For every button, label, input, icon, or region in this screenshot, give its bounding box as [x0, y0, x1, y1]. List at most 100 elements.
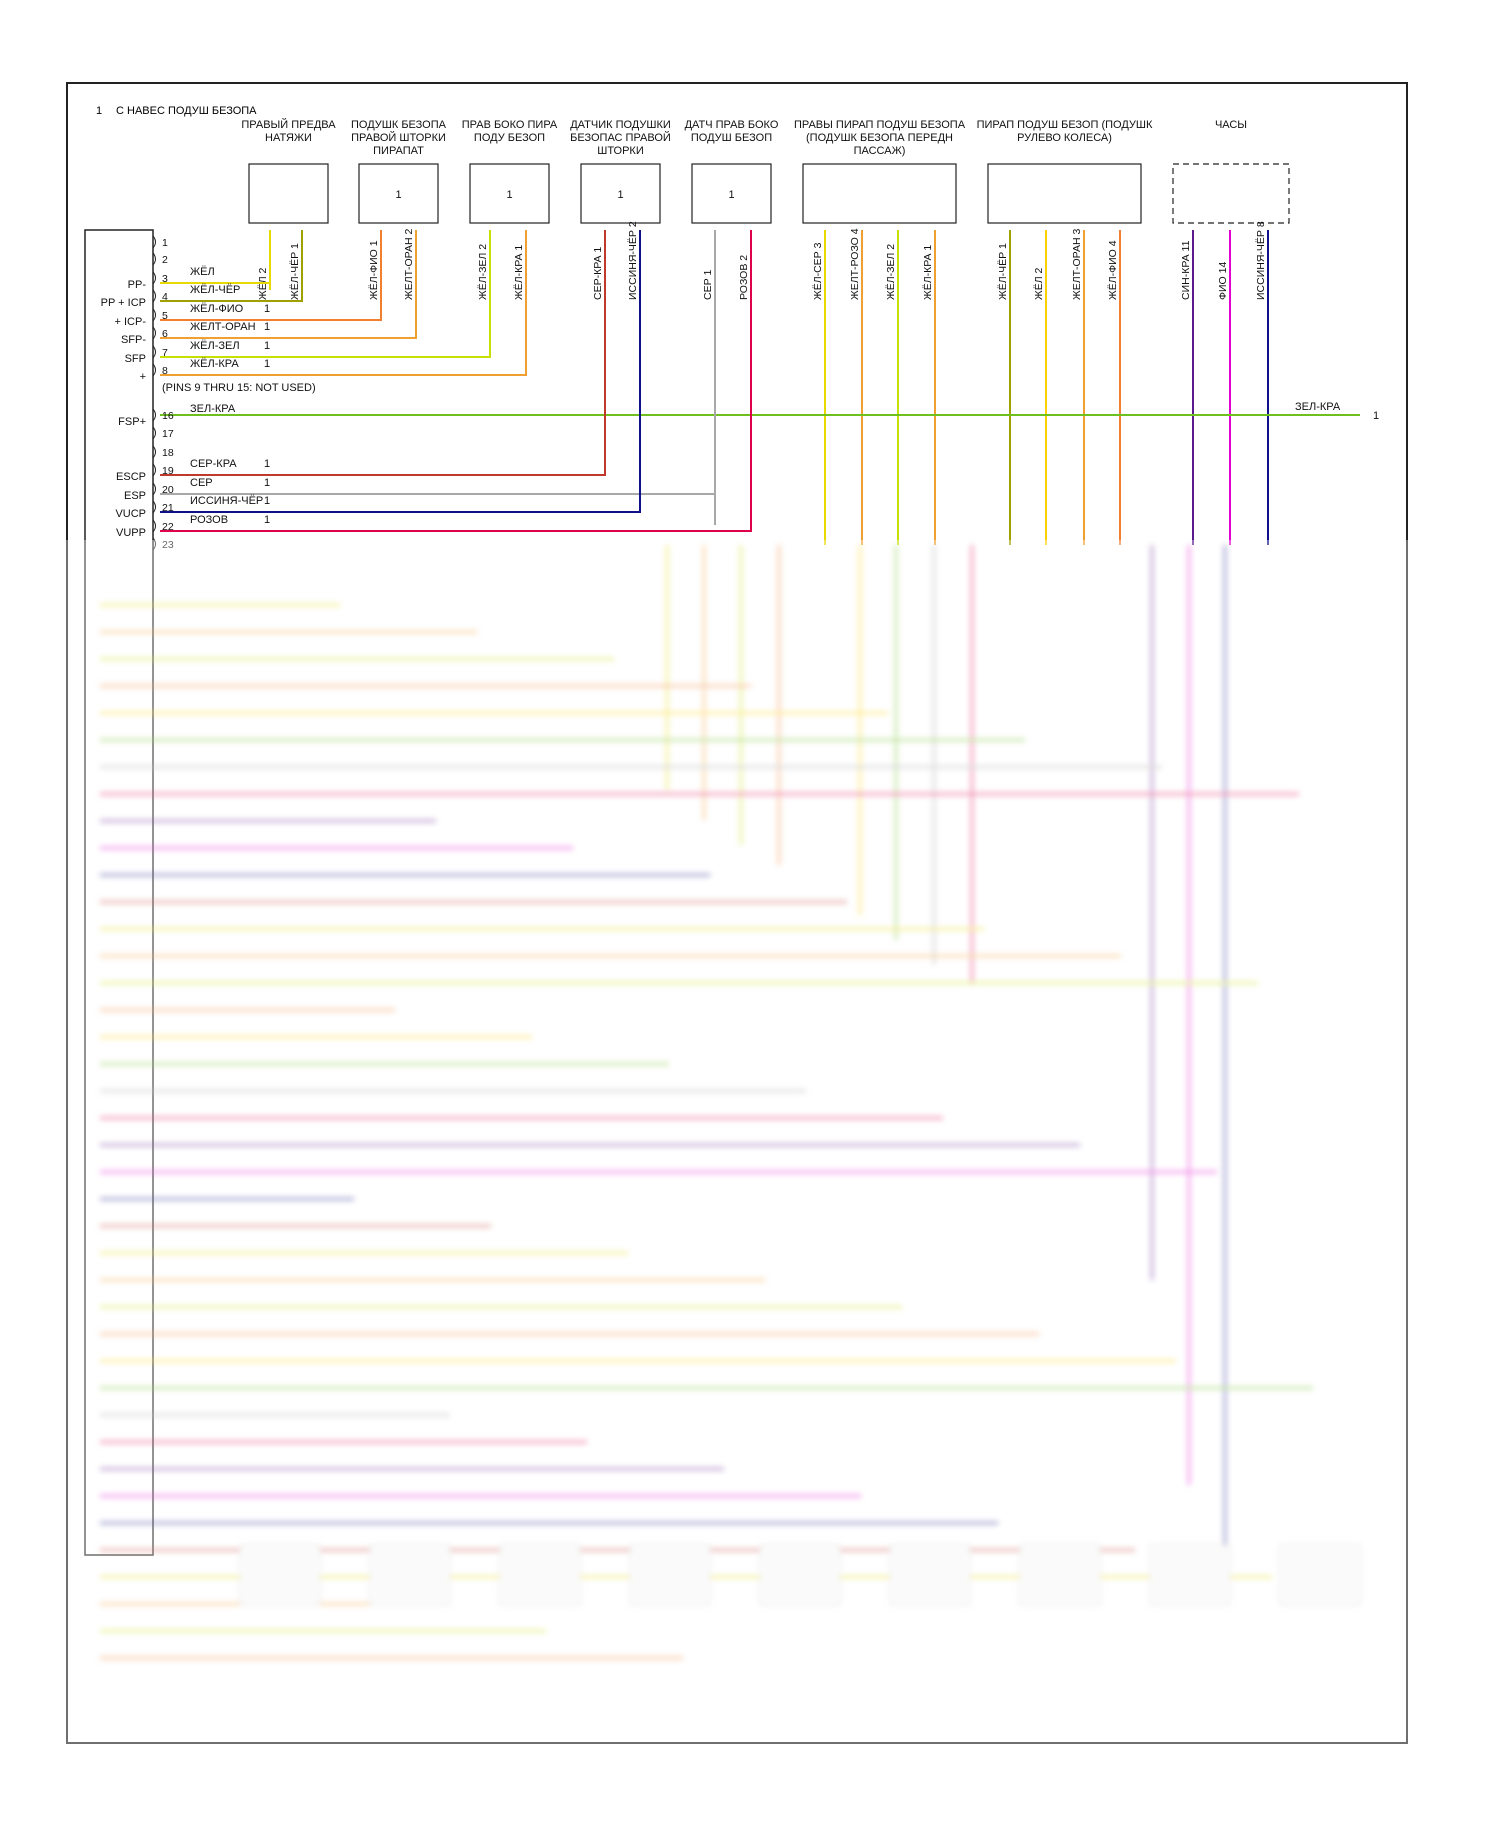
pin-bracket: [152, 271, 156, 285]
component-box-number: 1: [506, 189, 512, 201]
pin-signal-label: PP-: [128, 279, 147, 291]
component-box-number: 1: [395, 189, 401, 201]
component-title-line: НАТЯЖИ: [265, 132, 312, 144]
wire-end-number: 1: [264, 514, 270, 526]
fsp-right-label: ЗЕЛ-КРА: [1295, 401, 1341, 413]
component-title-line: ПРАВ БОКО ПИРА: [462, 119, 558, 131]
component-title-line: ПОДУШ БЕЗОП: [691, 132, 772, 144]
pin-bracket: [152, 408, 156, 422]
faded-component: [1279, 1544, 1361, 1606]
diagram-frame: [66, 82, 1408, 1744]
pin-signal-label: FSP+: [118, 416, 146, 428]
component-box-number: 1: [617, 189, 623, 201]
pin-number: 1: [162, 237, 168, 249]
pin-bracket: [152, 252, 156, 266]
faded-component: [889, 1544, 971, 1606]
wire-color-label: ЖЁЛ-ФИО: [190, 303, 244, 315]
pin-number: 4: [162, 291, 168, 303]
connector-pin-16: 16 FSP+ ЗЕЛ-КРА: [118, 403, 236, 428]
pin-signal-label: VUPP: [116, 527, 146, 539]
pin-bracket: [152, 235, 156, 249]
pin-label: РОЗОВ 2: [738, 255, 750, 300]
header-title: С НАВЕС ПОДУШ БЕЗОПА: [116, 105, 257, 117]
wire-end-number: 1: [264, 340, 270, 352]
faded-component: [239, 1544, 321, 1606]
faded-component: [369, 1544, 451, 1606]
pin-number: 23: [162, 539, 174, 551]
unused-pins-note: (PINS 9 THRU 15: NOT USED): [162, 382, 316, 394]
pin-signal-label: SFP-: [121, 334, 146, 346]
wire-color-label: ЖЕЛТ-ОРАН: [190, 321, 256, 333]
component-title-line: ШТОРКИ: [597, 145, 644, 157]
wire-horizontal: [160, 230, 752, 532]
connector-pin-22: 22 VUPP РОЗОВ 1: [116, 514, 270, 539]
connector-pin-1: 1: [152, 235, 168, 249]
wire-horizontal: [160, 230, 417, 339]
wire-color-label: ИССИНЯ-ЧЁР: [190, 495, 263, 507]
component-box: [1172, 163, 1290, 224]
pin-number: 5: [162, 310, 168, 322]
pin-label: ЖЁЛ-ЗЕЛ 2: [477, 244, 489, 300]
pin-signal-label: + ICP-: [115, 316, 147, 328]
pin-label: ЖЁЛ-ЧЁР 1: [289, 243, 301, 300]
pin-bracket: [152, 326, 156, 340]
component-title-line: ПОДУШК БЕЗОПА: [351, 119, 447, 131]
faded-component: [499, 1544, 581, 1606]
wire-color-label: СЕР-КРА: [190, 458, 237, 470]
pin-number: 16: [162, 410, 174, 422]
pin-label: СИН-КРА 11: [1180, 240, 1192, 300]
connector-pin-18: 18: [152, 445, 174, 459]
pin-label: СЕР-КРА 1: [592, 247, 604, 300]
component-8: ЧАСЫ СИН-КРА 11 ФИО 14 ИССИНЯ-ЧЁР 8: [1172, 119, 1290, 545]
pin-number: 18: [162, 447, 174, 459]
pin-label: ЖЁЛ-КРА 1: [513, 245, 525, 300]
pin-bracket: [152, 308, 156, 322]
pin-signal-label: ESP: [124, 490, 146, 502]
connector-pin-6: 6 SFP- ЖЕЛТ-ОРАН 1: [121, 321, 270, 346]
blur-overlay: [40, 540, 1470, 1770]
connector-pin-20: 20 ESP СЕР 1: [124, 477, 270, 502]
component-title-line: ДАТЧИК ПОДУШКИ: [570, 119, 671, 131]
pin-signal-label: PP + ICP: [101, 297, 146, 309]
connector-pin-19: 19 ESCP СЕР-КРА 1: [116, 458, 270, 483]
pin-signal-label: +: [140, 371, 146, 383]
pin-number: 2: [162, 254, 168, 266]
wire-end-number: 1: [264, 358, 270, 370]
pin-label: ЖЁЛ-ФИО 1: [368, 240, 380, 300]
pin-label: ИССИНЯ-ЧЁР 2: [627, 221, 639, 300]
wire-end-number: 1: [264, 303, 270, 315]
wire-horizontal: [160, 230, 491, 358]
component-box: [248, 163, 329, 224]
pin-label: ЖЁЛ-КРА 1: [922, 245, 934, 300]
component-box: [469, 163, 550, 224]
pin-number: 17: [162, 428, 174, 440]
connector-pin-23: 23: [152, 537, 174, 551]
pin-label: ЖЁЛ-ЗЕЛ 2: [885, 244, 897, 300]
wire-color-label: ЖЁЛ-КРА: [190, 358, 239, 370]
component-title-line: ПОДУ БЕЗОП: [474, 132, 545, 144]
pin-bracket: [152, 463, 156, 477]
wire-color-label: ЖЁЛ: [190, 266, 215, 278]
component-box: [802, 163, 957, 224]
header-number: 1: [96, 105, 102, 117]
pin-number: 20: [162, 484, 174, 496]
pin-label: ЖЁЛ-СЕР 3: [812, 242, 824, 300]
component-title-line: ПАССАЖ): [854, 145, 906, 157]
wire-color-label: ЗЕЛ-КРА: [190, 403, 236, 415]
pin-label: ЖЁЛ-ЧЁР 1: [997, 243, 1009, 300]
wire-horizontal: [160, 230, 303, 302]
component-title-line: ПРАВОЙ ШТОРКИ: [351, 131, 446, 144]
pin-number: 7: [162, 347, 168, 359]
pin-bracket: [152, 445, 156, 459]
wire-end-number: 1: [264, 321, 270, 333]
component-box: [691, 163, 772, 224]
control-module-connector: [84, 229, 154, 1556]
pin-number: 19: [162, 465, 174, 477]
wire-end-number: 1: [264, 495, 270, 507]
pin-bracket: [152, 482, 156, 496]
component-box-number: 1: [728, 189, 734, 201]
wire-horizontal: [160, 230, 527, 376]
